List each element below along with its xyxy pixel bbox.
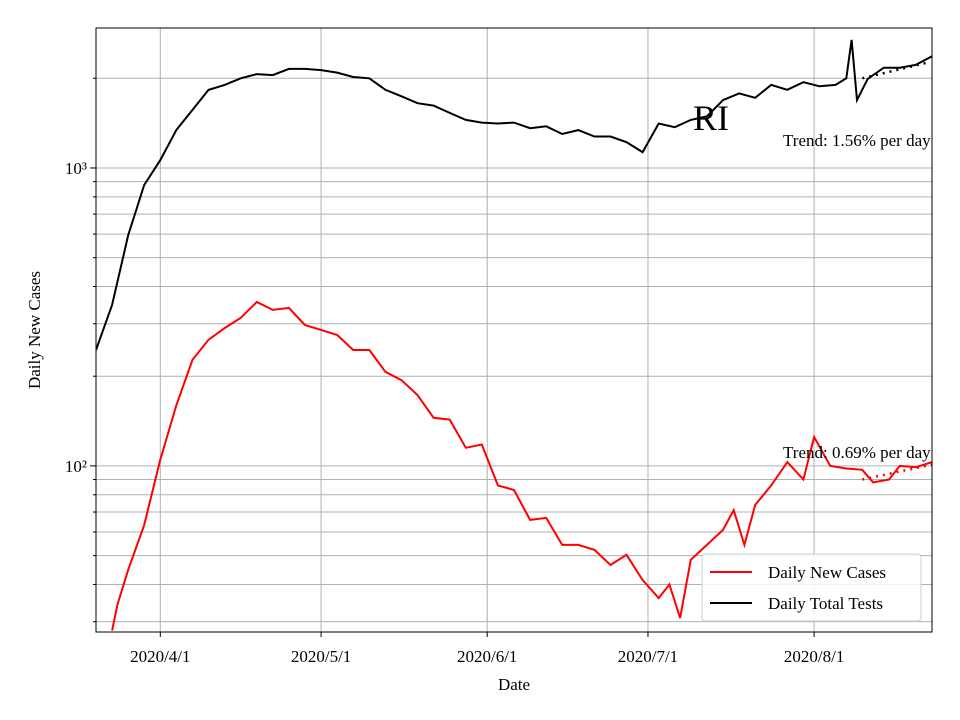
series-line xyxy=(96,39,932,351)
legend-label: Daily New Cases xyxy=(768,563,886,582)
legend-box xyxy=(701,553,922,622)
x-axis-label: Date xyxy=(498,675,530,694)
annotation: RI xyxy=(693,98,729,138)
legend-label: Daily Total Tests xyxy=(768,594,883,613)
trend-line xyxy=(862,463,932,481)
x-tick-label: 2020/8/1 xyxy=(784,647,844,666)
y-tick-label: 10² xyxy=(65,457,87,476)
x-tick-label: 2020/7/1 xyxy=(618,647,678,666)
x-tick-label: 2020/5/1 xyxy=(291,647,351,666)
x-tick-label: 2020/6/1 xyxy=(457,647,517,666)
y-tick-label: 10³ xyxy=(65,159,87,178)
annotation: Trend: 0.69% per day xyxy=(783,443,931,462)
annotation: Trend: 1.56% per day xyxy=(783,131,931,150)
legend: Daily New Cases Daily Total Tests xyxy=(701,553,922,622)
y-axis-label: Daily New Cases xyxy=(25,271,44,389)
series-line xyxy=(111,300,932,631)
x-tick-label: 2020/4/1 xyxy=(130,647,190,666)
plot-frame xyxy=(95,27,933,633)
